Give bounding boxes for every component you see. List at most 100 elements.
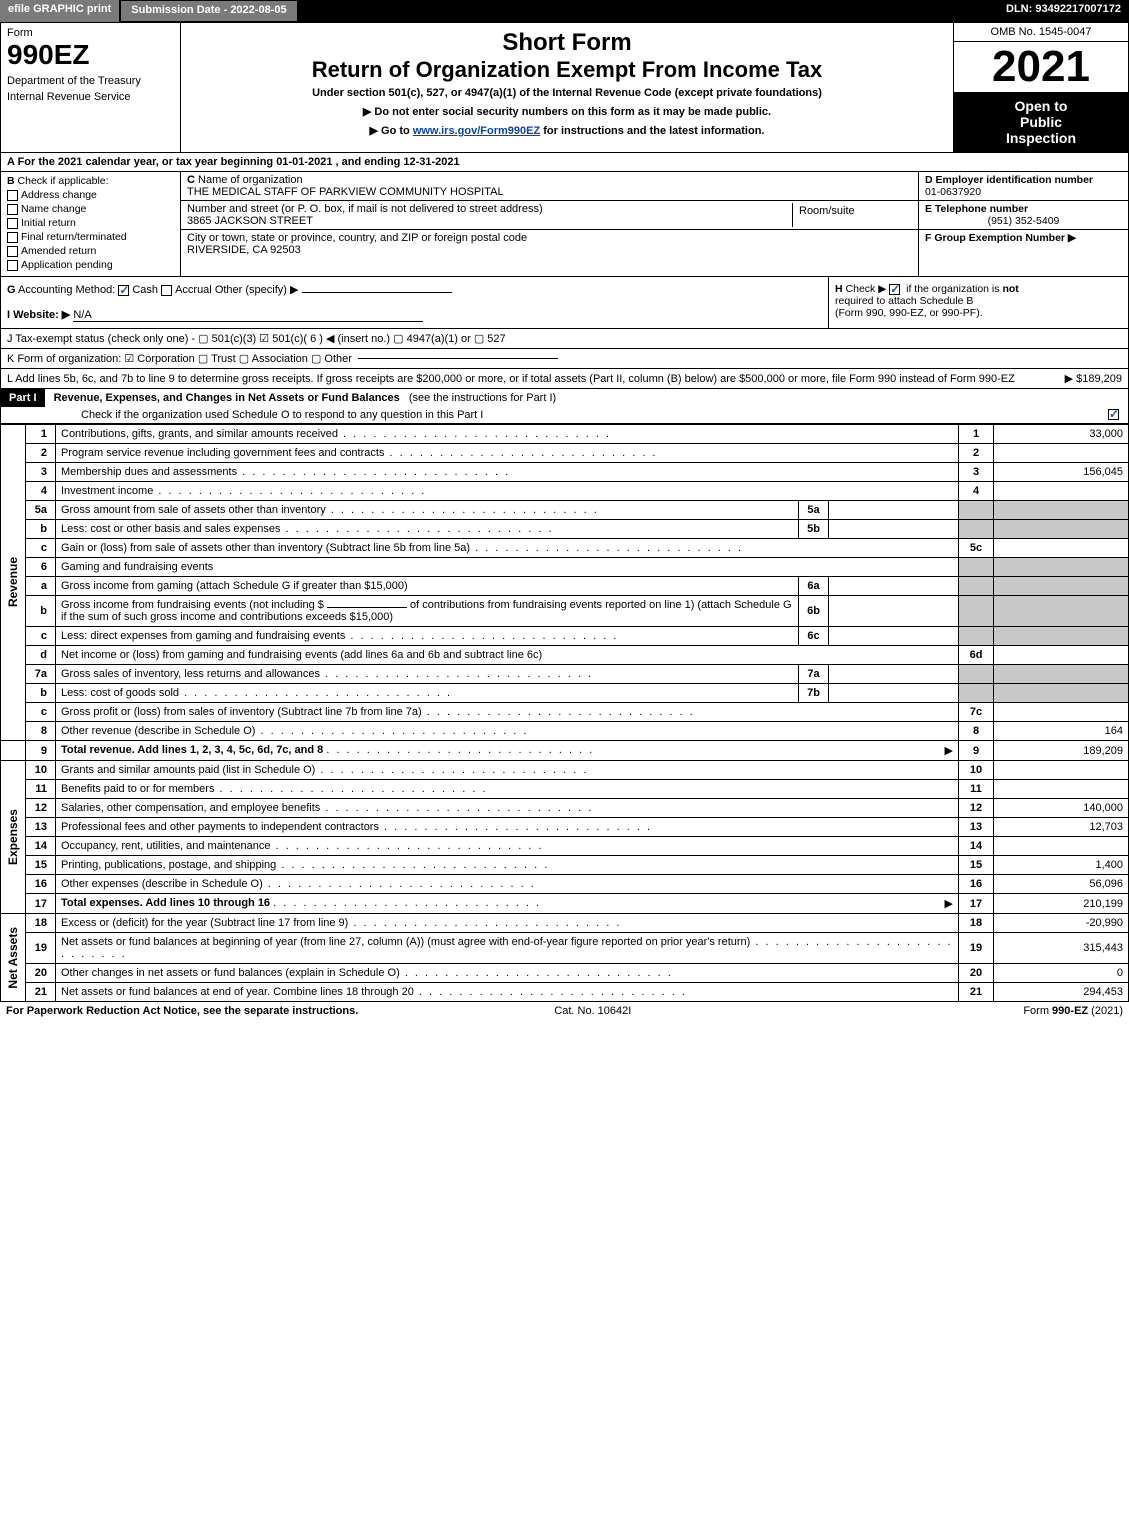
section-a: A For the 2021 calendar year, or tax yea… [0, 153, 1129, 172]
sidebar-revenue: Revenue [6, 557, 20, 607]
row-10: Expenses 10Grants and similar amounts pa… [1, 761, 1129, 780]
form-header: Form 990EZ Department of the Treasury In… [0, 22, 1129, 153]
row-4: 4Investment income4 [1, 482, 1129, 501]
part1-header: Part I Revenue, Expenses, and Changes in… [0, 389, 1129, 424]
part1-checkline: Check if the organization used Schedule … [81, 409, 483, 421]
open-inspection: Open toPublicInspection [954, 92, 1128, 152]
h-text1: Check ▶ [846, 283, 887, 295]
page-footer: For Paperwork Reduction Act Notice, see … [0, 1002, 1129, 1020]
website-value: N/A [73, 309, 91, 321]
d-label: D Employer identification number [925, 174, 1093, 186]
row-9: 9Total revenue. Add lines 1, 2, 3, 4, 5c… [1, 741, 1129, 761]
row-5b: bLess: cost or other basis and sales exp… [1, 520, 1129, 539]
room-suite: Room/suite [792, 203, 912, 227]
dept-irs: Internal Revenue Service [7, 91, 174, 103]
row-7a: 7aGross sales of inventory, less returns… [1, 665, 1129, 684]
street-label: Number and street (or P. O. box, if mail… [187, 203, 543, 215]
line-l-amount: 189,209 [1082, 373, 1122, 385]
g-label: G [7, 284, 16, 296]
ssn-warning: ▶ Do not enter social security numbers o… [187, 105, 947, 118]
street-value: 3865 JACKSON STREET [187, 215, 313, 227]
row-8: 8Other revenue (describe in Schedule O)8… [1, 722, 1129, 741]
row-11: 11Benefits paid to or for members11 [1, 780, 1129, 799]
row-3: 3Membership dues and assessments3156,045 [1, 463, 1129, 482]
org-name-label: Name of organization [198, 174, 303, 186]
g-other: Other (specify) ▶ [215, 284, 299, 296]
row-5a: 5aGross amount from sale of assets other… [1, 501, 1129, 520]
dln-label: DLN: 93492217007172 [998, 0, 1129, 22]
line-l-arrow: ▶ $ [1065, 372, 1083, 385]
form-subtitle: Under section 501(c), 527, or 4947(a)(1)… [187, 87, 947, 99]
tax-year: 2021 [954, 42, 1128, 92]
i-label: I Website: ▶ [7, 309, 70, 321]
b-label: B [7, 175, 15, 187]
phone-value: (951) 352-5409 [988, 215, 1060, 227]
sections-bcd: B Check if applicable: Address change Na… [0, 172, 1129, 277]
line-j-text: J Tax-exempt status (check only one) - ▢… [7, 332, 506, 345]
g-text: Accounting Method: [18, 284, 115, 296]
part1-title: Revenue, Expenses, and Changes in Net As… [48, 389, 406, 407]
part1-paren: (see the instructions for Part I) [409, 392, 556, 404]
header-center: Short Form Return of Organization Exempt… [181, 23, 953, 152]
h-label: H [835, 283, 843, 295]
h-text2: if the organization is [906, 283, 999, 295]
line-j: J Tax-exempt status (check only one) - ▢… [0, 329, 1129, 349]
cb-name-change[interactable]: Name change [7, 203, 174, 215]
cb-schedule-b[interactable] [889, 284, 900, 295]
topbar: efile GRAPHIC print Submission Date - 20… [0, 0, 1129, 22]
row-17: 17Total expenses. Add lines 10 through 1… [1, 894, 1129, 914]
row-6b: bGross income from fundraising events (n… [1, 596, 1129, 627]
line-l-text: L Add lines 5b, 6c, and 7b to line 9 to … [7, 373, 1015, 385]
cb-cash[interactable] [118, 285, 129, 296]
efile-print-button[interactable]: efile GRAPHIC print [0, 0, 120, 22]
h-text4: (Form 990, 990-EZ, or 990-PF). [835, 307, 983, 319]
line-l: L Add lines 5b, 6c, and 7b to line 9 to … [0, 369, 1129, 389]
row-13: 13Professional fees and other payments t… [1, 818, 1129, 837]
form-number: 990EZ [7, 39, 174, 71]
row-16: 16Other expenses (describe in Schedule O… [1, 875, 1129, 894]
header-left: Form 990EZ Department of the Treasury In… [1, 23, 181, 152]
cb-application-pending[interactable]: Application pending [7, 259, 174, 271]
city-value: RIVERSIDE, CA 92503 [187, 244, 301, 256]
cb-amended-return[interactable]: Amended return [7, 245, 174, 257]
cb-accrual[interactable] [161, 285, 172, 296]
cb-schedule-o[interactable] [1108, 409, 1119, 420]
section-def: D Employer identification number 01-0637… [918, 172, 1128, 276]
irs-link[interactable]: www.irs.gov/Form990EZ [413, 125, 540, 137]
line-k-text: K Form of organization: ☑ Corporation ▢ … [7, 352, 352, 365]
link-suffix: for instructions and the latest informat… [540, 125, 764, 137]
row-14: 14Occupancy, rent, utilities, and mainte… [1, 837, 1129, 856]
row-12: 12Salaries, other compensation, and empl… [1, 799, 1129, 818]
row-20: 20Other changes in net assets or fund ba… [1, 964, 1129, 983]
row-6a: aGross income from gaming (attach Schedu… [1, 577, 1129, 596]
h-text3: required to attach Schedule B [835, 295, 973, 307]
lines-table: Revenue 1Contributions, gifts, grants, a… [0, 424, 1129, 1002]
row-6d: dNet income or (loss) from gaming and fu… [1, 646, 1129, 665]
cb-final-return[interactable]: Final return/terminated [7, 231, 174, 243]
row-5c: cGain or (loss) from sale of assets othe… [1, 539, 1129, 558]
footer-catno: Cat. No. 10642I [554, 1005, 631, 1017]
cb-initial-return[interactable]: Initial return [7, 217, 174, 229]
c-label: C [187, 174, 195, 186]
org-name: THE MEDICAL STAFF OF PARKVIEW COMMUNITY … [187, 186, 504, 198]
row-6c: cLess: direct expenses from gaming and f… [1, 627, 1129, 646]
row-15: 15Printing, publications, postage, and s… [1, 856, 1129, 875]
submission-date: Submission Date - 2022-08-05 [120, 0, 297, 22]
part1-label: Part I [1, 389, 45, 407]
dept-treasury: Department of the Treasury [7, 75, 174, 87]
sidebar-netassets: Net Assets [6, 927, 20, 989]
check-applicable: Check if applicable: [18, 175, 109, 187]
footer-left: For Paperwork Reduction Act Notice, see … [6, 1005, 358, 1017]
header-right: OMB No. 1545-0047 2021 Open toPublicInsp… [953, 23, 1128, 152]
omb-number: OMB No. 1545-0047 [954, 23, 1128, 42]
cb-address-change[interactable]: Address change [7, 189, 174, 201]
footer-right: Form 990-EZ (2021) [1023, 1005, 1123, 1017]
line-k: K Form of organization: ☑ Corporation ▢ … [0, 349, 1129, 369]
row-18: Net Assets 18Excess or (deficit) for the… [1, 914, 1129, 933]
instructions-link-line: ▶ Go to www.irs.gov/Form990EZ for instru… [187, 124, 947, 137]
row-1: Revenue 1Contributions, gifts, grants, a… [1, 425, 1129, 444]
row-19: 19Net assets or fund balances at beginni… [1, 933, 1129, 964]
row-7c: cGross profit or (loss) from sales of in… [1, 703, 1129, 722]
section-b: B Check if applicable: Address change Na… [1, 172, 181, 276]
section-c: C Name of organization THE MEDICAL STAFF… [181, 172, 918, 276]
